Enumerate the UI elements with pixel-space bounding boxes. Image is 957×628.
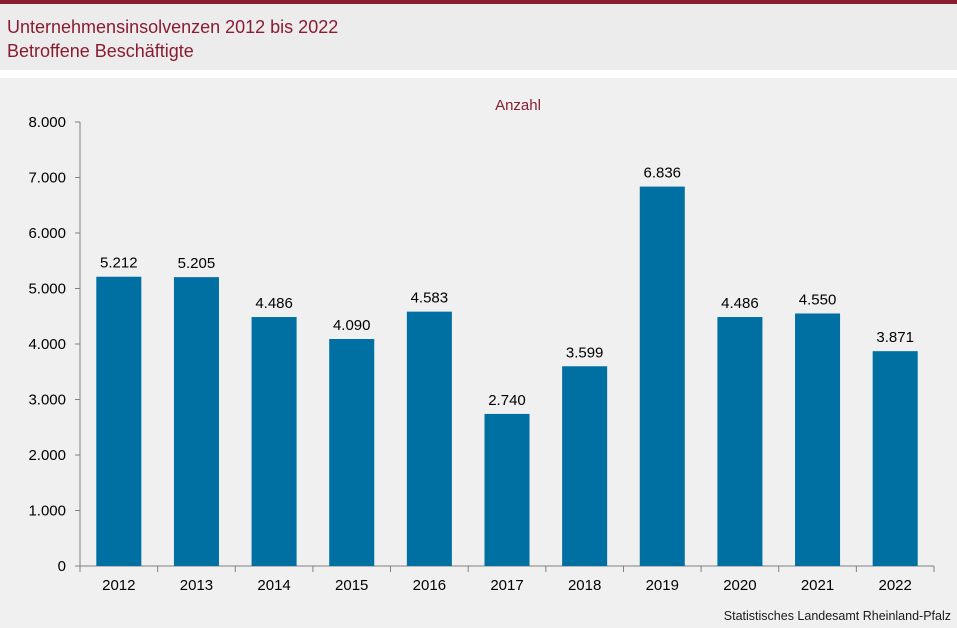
y-tick-label: 2.000: [28, 447, 66, 464]
bar-2021: [795, 313, 841, 566]
source-note: Statistisches Landesamt Rheinland-Pfalz: [723, 609, 951, 623]
bars: 5.212 5.205 4.486 4.090 4.583 2.740 3.599 6.836…: [96, 165, 918, 567]
x-tick-label-2015: 2015: [335, 577, 368, 594]
chart-subtitle: Betroffene Beschäftigte: [7, 41, 194, 61]
data-label-2022: 3.871: [876, 329, 914, 346]
bar-2022: [872, 351, 918, 566]
x-tick-label-2020: 2020: [723, 577, 756, 594]
data-label-2012: 5.212: [100, 255, 138, 272]
x-tick-label-2019: 2019: [646, 577, 679, 594]
bar-2016: [406, 311, 452, 566]
data-label-2017: 2.740: [488, 392, 526, 409]
data-label-2014: 4.486: [255, 295, 293, 312]
y-tick-label: 6.000: [28, 225, 66, 242]
data-label-2020: 4.486: [721, 295, 759, 312]
data-label-2019: 6.836: [643, 165, 681, 182]
y-tick-label: 5.000: [28, 281, 66, 298]
x-tick-label-2021: 2021: [801, 577, 834, 594]
x-tick-label-2012: 2012: [102, 577, 135, 594]
data-label-2016: 4.583: [411, 290, 449, 307]
bar-2017: [484, 413, 530, 566]
bar-2018: [562, 366, 608, 566]
bar-2013: [173, 277, 219, 566]
y-tick-label: 3.000: [28, 392, 66, 409]
y-tick-label: 4.000: [28, 336, 66, 353]
y-tick-label: 8.000: [28, 114, 66, 131]
y-tick-label: 1.000: [28, 503, 66, 520]
x-tick-label-2022: 2022: [878, 577, 911, 594]
data-label-2013: 5.205: [178, 255, 216, 272]
data-label-2021: 4.550: [799, 291, 837, 308]
y-axis-label: Anzahl: [495, 97, 541, 114]
chart-title: Unternehmensinsolvenzen 2012 bis 2022: [7, 17, 339, 37]
x-tick-label-2013: 2013: [180, 577, 213, 594]
x-tick-label-2016: 2016: [413, 577, 446, 594]
bar-2012: [96, 276, 142, 566]
bar-2015: [329, 339, 375, 566]
x-tick-label-2017: 2017: [490, 577, 523, 594]
header-separator: [0, 70, 957, 78]
data-label-2018: 3.599: [566, 344, 604, 361]
y-axis: 0 1.000 2.000 3.000 4.000 5.000 6.000 7.000 8.00…: [28, 114, 81, 575]
y-tick-label: 0: [58, 558, 66, 575]
data-label-2015: 4.090: [333, 317, 371, 334]
x-tick-label-2014: 2014: [257, 577, 290, 594]
bar-2019: [639, 186, 685, 567]
top-accent-bar: [0, 0, 957, 4]
x-axis: 2012 2013 2014 2015 2016 2017 2018 2019 2020 2021…: [79, 565, 935, 594]
x-tick-label-2018: 2018: [568, 577, 601, 594]
y-tick-label: 7.000: [28, 170, 66, 187]
bar-2020: [717, 317, 763, 566]
bar-2014: [251, 317, 297, 566]
chart-header: Unternehmensinsolvenzen 2012 bis 2022 Be…: [0, 4, 957, 70]
